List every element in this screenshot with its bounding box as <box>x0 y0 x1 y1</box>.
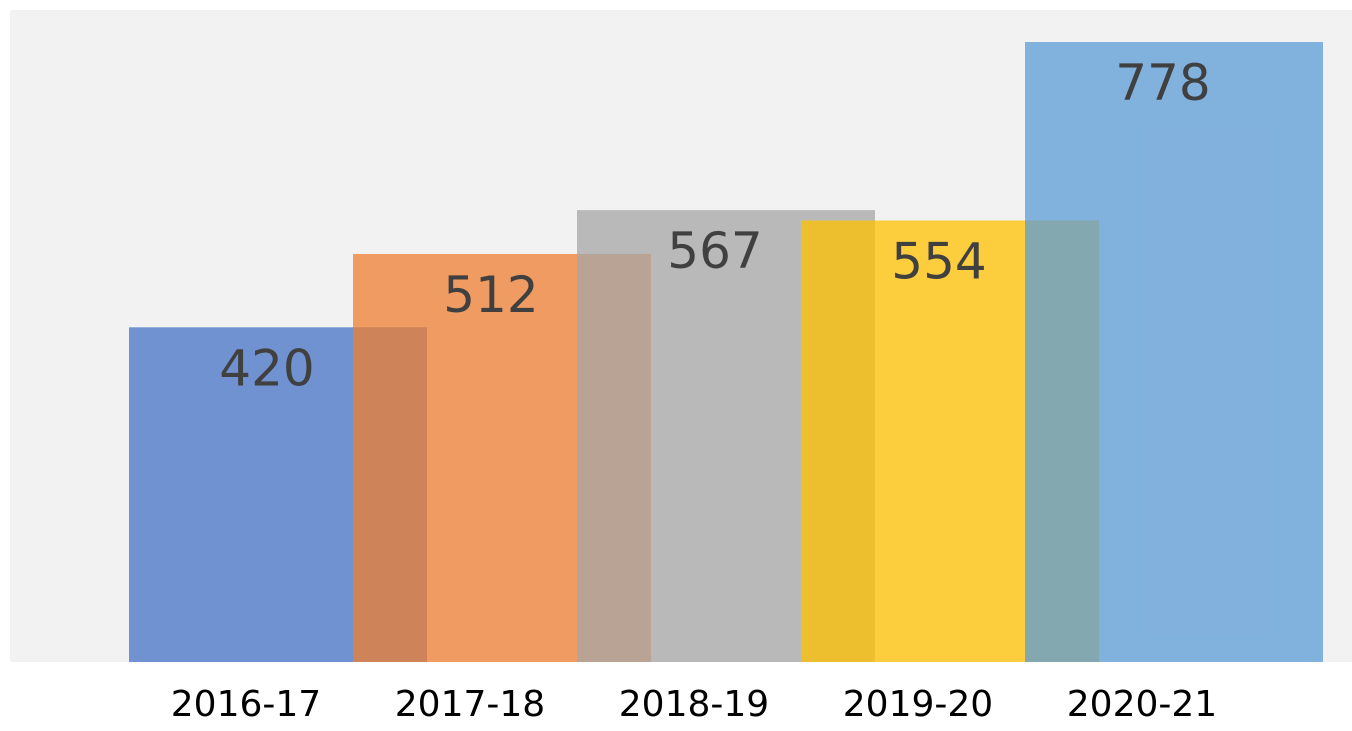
x-axis-tick-labels: 2016-17 2017-18 2018-19 2019-20 2020-21 <box>171 684 1217 725</box>
data-labels-layer: 420 512 567 554 778 <box>219 54 1210 397</box>
data-label-2018-19: 567 <box>667 222 762 280</box>
bars-layer <box>129 42 1323 662</box>
data-label-2016-17: 420 <box>219 339 314 397</box>
x-tick-2018-19: 2018-19 <box>619 684 769 725</box>
x-tick-2020-21: 2020-21 <box>1067 684 1217 725</box>
x-tick-2019-20: 2019-20 <box>843 684 993 725</box>
data-label-2019-20: 554 <box>891 233 986 291</box>
data-label-2017-18: 512 <box>443 266 538 324</box>
data-label-2020-21: 778 <box>1115 54 1210 112</box>
x-tick-2017-18: 2017-18 <box>395 684 545 725</box>
bar-2020-21 <box>1025 42 1323 662</box>
x-tick-2016-17: 2016-17 <box>171 684 321 725</box>
